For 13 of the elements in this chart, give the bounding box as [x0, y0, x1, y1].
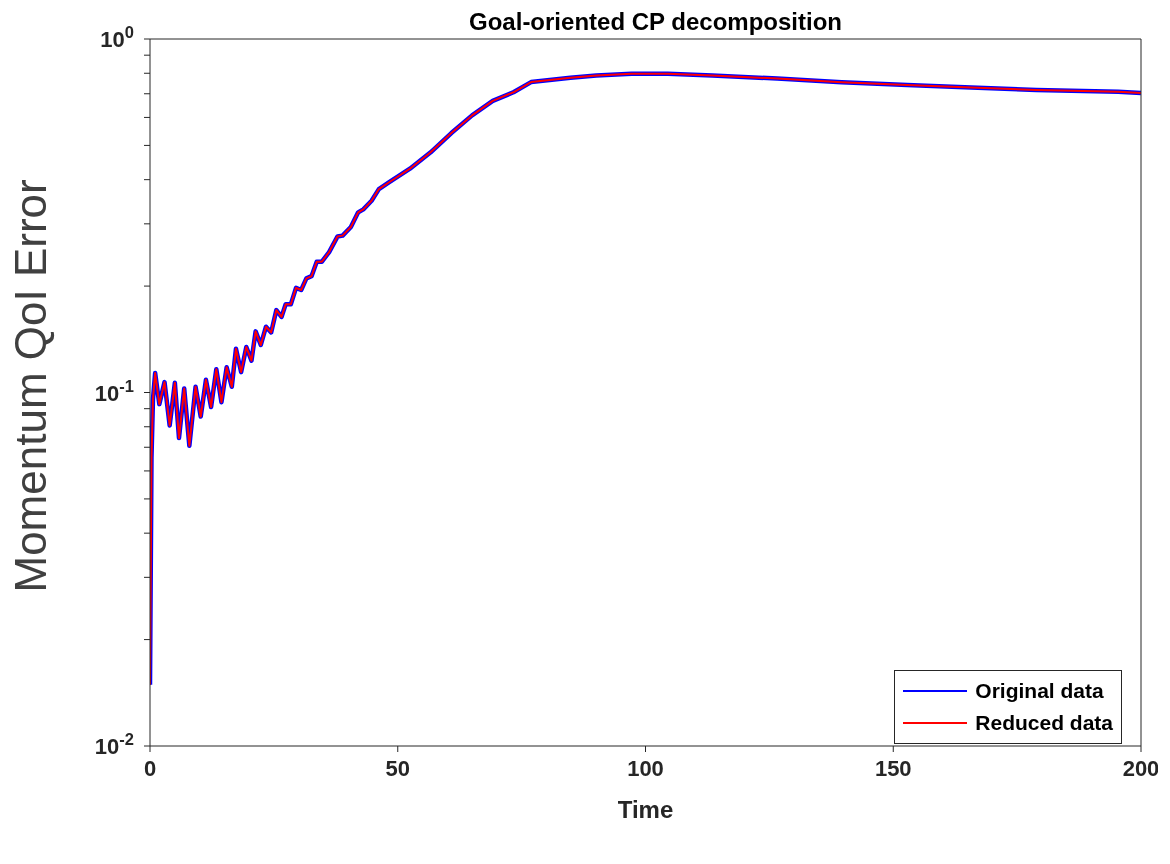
legend-label: Reduced data: [975, 711, 1113, 735]
y-tick-label: 10$^{-1}$: [94, 376, 134, 406]
y-axis-title: Momentum QoI Error: [5, 179, 55, 593]
x-tick-label: 200: [1122, 756, 1160, 781]
x-axis-title: Time: [617, 796, 674, 823]
x-tick-label: 150: [874, 756, 912, 781]
y-tick-label: 10$^{-2}$: [94, 730, 134, 759]
x-tick-label: 0: [143, 756, 157, 781]
x-tick-label: 50: [385, 756, 410, 781]
chart-title: Goal-oriented CP decomposition: [468, 8, 843, 36]
x-tick-label: 100: [627, 756, 664, 781]
legend-label: Original data: [975, 679, 1104, 703]
y-tick-label: 10$^{0}$: [100, 23, 134, 52]
